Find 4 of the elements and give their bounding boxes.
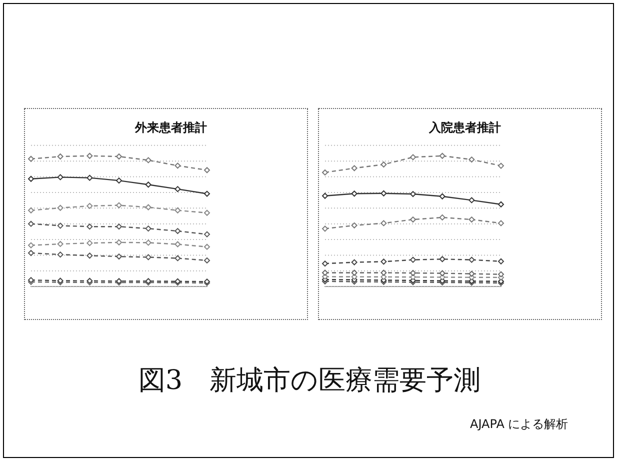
text: 図3 新城市の医療需要予測	[137, 364, 482, 398]
text: AJAPA による解析	[470, 416, 568, 433]
chart-title: 外来患者推計	[134, 120, 207, 134]
chart-title: 入院患者推計	[428, 120, 501, 134]
